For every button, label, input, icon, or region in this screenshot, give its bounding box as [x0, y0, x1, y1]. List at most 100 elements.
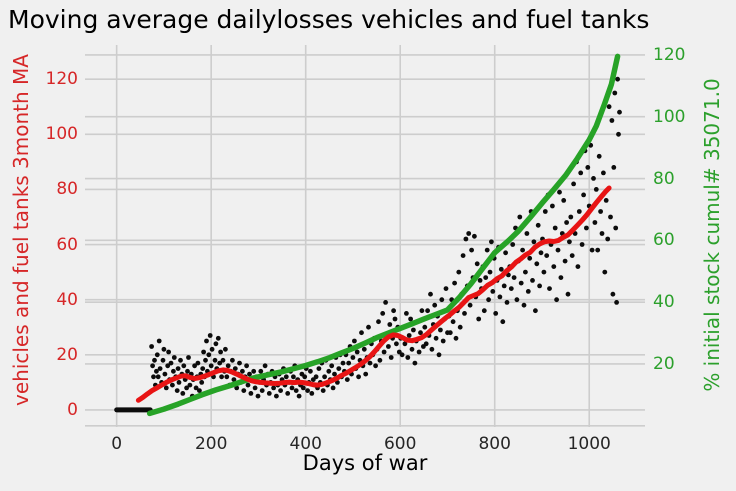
scatter-point — [581, 192, 586, 198]
scatter-point — [152, 357, 157, 363]
scatter-point — [154, 368, 159, 374]
x-tick-label: 600 — [383, 434, 417, 454]
right-y-tick-label: 40 — [653, 292, 675, 313]
scatter-point — [419, 308, 425, 314]
scatter-point — [255, 393, 261, 399]
scatter-point — [558, 275, 564, 280]
scatter-point — [316, 366, 322, 371]
scatter-point — [602, 269, 608, 275]
scatter-point — [565, 291, 571, 297]
x-tick-label: 400 — [289, 434, 322, 454]
scatter-point — [195, 360, 201, 366]
scatter-point — [606, 104, 612, 110]
right-y-tick-label: 60 — [653, 230, 675, 251]
scatter-point — [300, 385, 306, 391]
scatter-point — [557, 189, 562, 195]
scatter-point — [474, 261, 480, 267]
scatter-point — [554, 297, 559, 303]
scatter-point — [404, 311, 409, 316]
scatter-point — [219, 374, 225, 380]
scatter-point — [534, 261, 540, 267]
line-series — [135, 185, 612, 403]
scatter-point — [524, 231, 530, 236]
scatter-point — [490, 289, 496, 294]
scatter-point — [176, 380, 182, 385]
scatter-point — [450, 319, 456, 325]
scatter-point — [388, 355, 394, 360]
scatter-point — [262, 363, 268, 369]
scatter-point — [575, 264, 581, 269]
scatter-point — [302, 374, 308, 380]
scatter-point — [544, 253, 550, 258]
scatter-point — [291, 374, 296, 380]
scatter-point — [160, 357, 166, 363]
scatter-point — [309, 391, 315, 396]
scatter-point — [484, 247, 490, 253]
x-tick-label: 800 — [478, 434, 511, 454]
scatter-point — [476, 316, 482, 322]
scatter-point — [313, 374, 319, 380]
scatter-point — [599, 231, 605, 236]
scatter-point — [538, 250, 544, 256]
scatter-point — [359, 330, 364, 336]
scatter-point — [595, 247, 601, 253]
right-y-tick-label: 100 — [653, 106, 686, 127]
scatter-point — [551, 264, 557, 269]
scatter-point — [356, 374, 361, 380]
scatter-point — [408, 316, 413, 322]
scatter-point — [192, 363, 198, 369]
scatter-point — [537, 283, 542, 289]
scatter-point — [170, 382, 175, 388]
scatter-point — [452, 280, 457, 286]
scatter-point — [165, 363, 171, 369]
scatter-point — [579, 242, 585, 247]
scatter-point — [610, 291, 616, 297]
scatter-point — [320, 388, 326, 393]
scatter-point — [155, 374, 161, 380]
scatter-point — [240, 368, 245, 374]
left-y-tick-label: 40 — [56, 289, 78, 310]
scatter-point — [567, 239, 572, 245]
scatter-point — [217, 360, 223, 366]
scatter-point — [402, 341, 408, 347]
scatter-point — [212, 357, 218, 363]
scatter-point — [157, 366, 163, 371]
scatter-point — [487, 269, 493, 275]
left-y-tick-label: 120 — [45, 69, 78, 90]
scatter-point — [409, 346, 415, 352]
scatter-point — [508, 286, 514, 291]
scatter-point — [481, 308, 487, 314]
scatter-point — [425, 308, 430, 314]
scatter-point — [412, 360, 418, 366]
scatter-series — [149, 76, 622, 399]
scatter-point — [527, 255, 533, 261]
scatter-point — [283, 374, 289, 380]
scatter-point — [381, 349, 387, 355]
scatter-point — [429, 346, 435, 352]
scatter-point — [500, 319, 506, 325]
scatter-point — [193, 385, 199, 391]
scatter-point — [285, 391, 291, 396]
scatter-point — [230, 357, 235, 363]
scatter-point — [613, 225, 619, 231]
scatter-point — [224, 374, 230, 380]
scatter-point — [568, 214, 574, 220]
scatter-point — [399, 352, 405, 358]
scatter-point — [184, 385, 190, 391]
scatter-point — [352, 338, 357, 344]
scatter-point — [489, 239, 494, 245]
scatter-point — [406, 333, 412, 338]
scatter-point — [609, 118, 615, 123]
scatter-point — [593, 187, 599, 192]
scatter-point — [175, 366, 181, 371]
scatter-point — [467, 302, 473, 308]
scatter-point — [501, 283, 507, 289]
scatter-point — [149, 344, 155, 349]
scatter-point — [162, 371, 168, 377]
scatter-point — [271, 385, 276, 391]
scatter-point — [232, 366, 238, 371]
scatter-point — [203, 357, 208, 363]
scatter-point — [418, 330, 423, 336]
line-series — [146, 53, 621, 417]
